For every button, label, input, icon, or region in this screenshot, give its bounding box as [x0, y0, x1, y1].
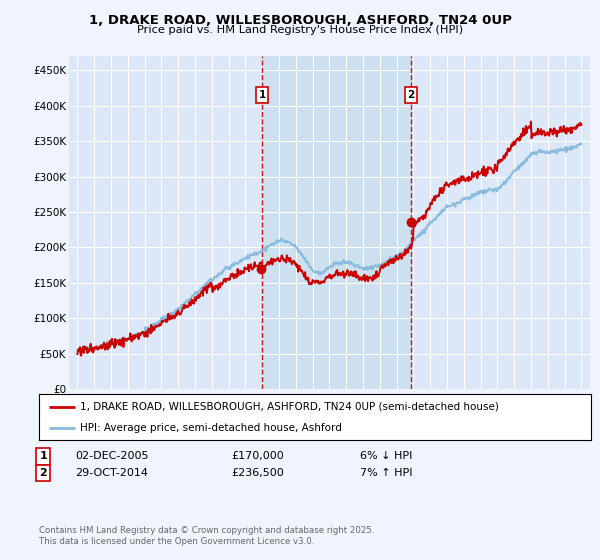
Text: 1, DRAKE ROAD, WILLESBOROUGH, ASHFORD, TN24 0UP (semi-detached house): 1, DRAKE ROAD, WILLESBOROUGH, ASHFORD, T… [80, 402, 499, 412]
Text: 2: 2 [407, 90, 415, 100]
Text: £170,000: £170,000 [231, 451, 284, 461]
Text: 02-DEC-2005: 02-DEC-2005 [75, 451, 149, 461]
Text: £236,500: £236,500 [231, 468, 284, 478]
Text: 1: 1 [40, 451, 47, 461]
Text: 7% ↑ HPI: 7% ↑ HPI [360, 468, 413, 478]
Text: HPI: Average price, semi-detached house, Ashford: HPI: Average price, semi-detached house,… [80, 423, 342, 433]
Bar [262, 56, 411, 389]
Text: 29-OCT-2014: 29-OCT-2014 [75, 468, 148, 478]
Text: 2: 2 [40, 468, 47, 478]
Text: Price paid vs. HM Land Registry's House Price Index (HPI): Price paid vs. HM Land Registry's House … [137, 25, 463, 35]
Text: 1: 1 [259, 90, 266, 100]
Text: 6% ↓ HPI: 6% ↓ HPI [360, 451, 412, 461]
Text: 1, DRAKE ROAD, WILLESBOROUGH, ASHFORD, TN24 0UP: 1, DRAKE ROAD, WILLESBOROUGH, ASHFORD, T… [89, 14, 511, 27]
Text: Contains HM Land Registry data © Crown copyright and database right 2025.
This d: Contains HM Land Registry data © Crown c… [39, 526, 374, 546]
